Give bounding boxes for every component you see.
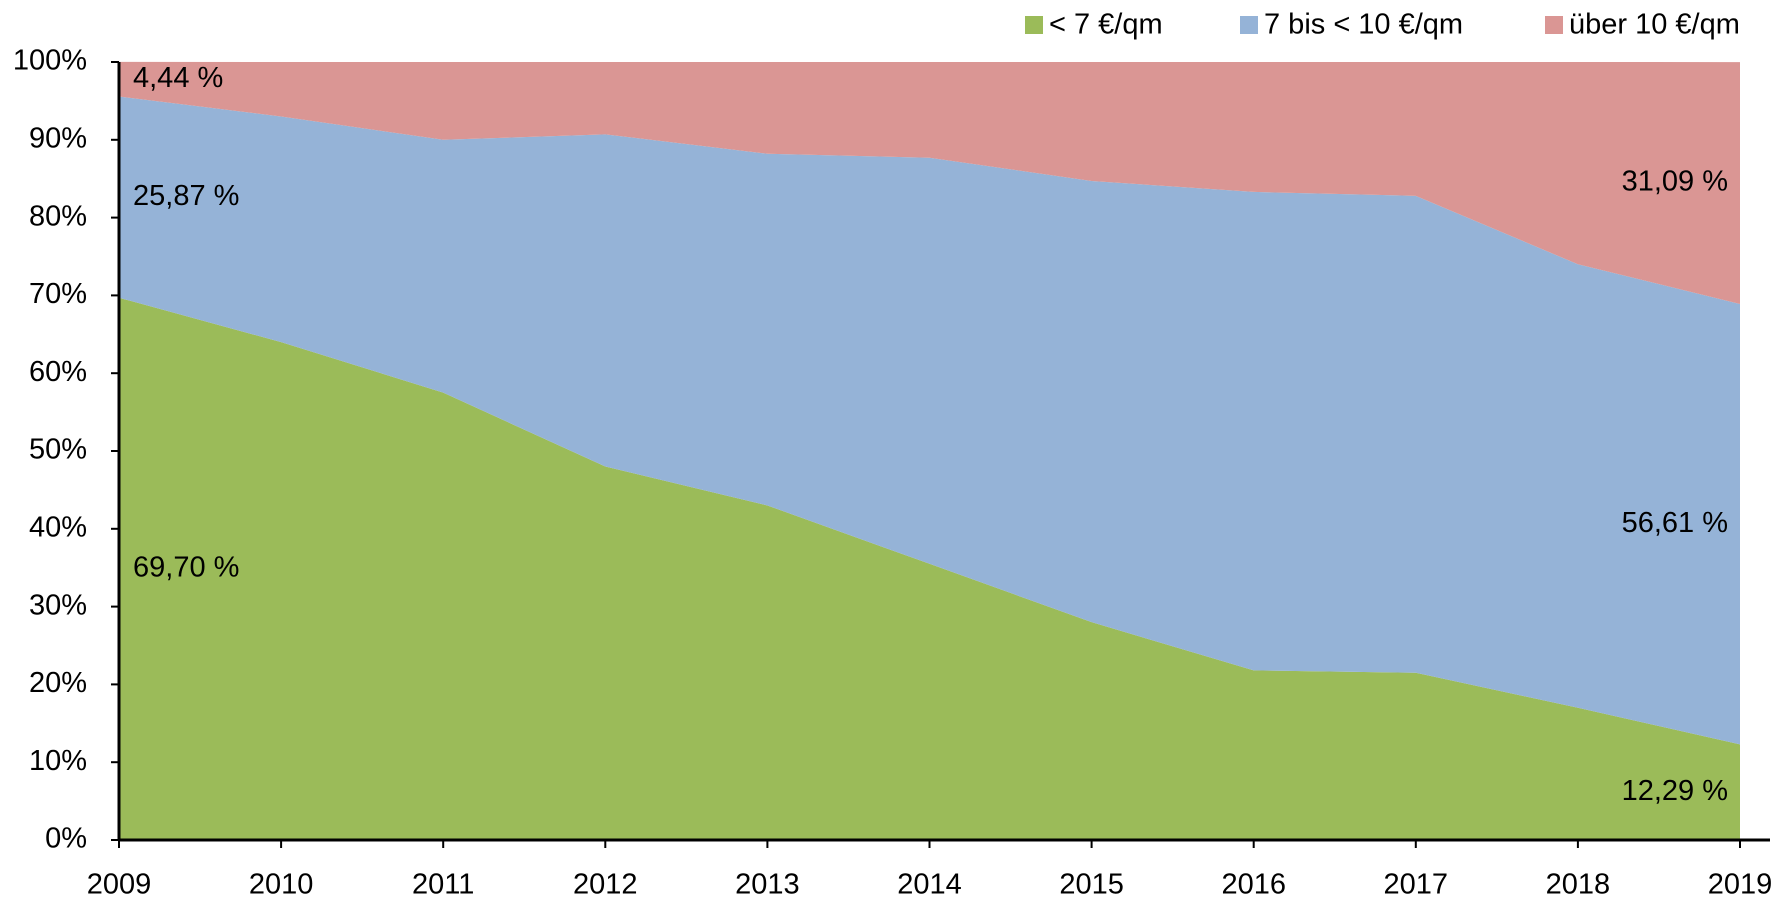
data-label: 56,61 % (1622, 507, 1728, 539)
legend-label: 7 bis < 10 €/qm (1264, 9, 1463, 41)
area (119, 96, 1740, 745)
y-tick-label: 90% (29, 122, 87, 154)
x-tick-label: 2019 (1708, 869, 1773, 901)
x-tick-label: 2009 (87, 869, 152, 901)
area (119, 297, 1740, 840)
x-tick-label: 2014 (897, 869, 962, 901)
x-tick-label: 2015 (1059, 869, 1124, 901)
x-tick-label: 2018 (1546, 869, 1611, 901)
legend-swatch (1240, 16, 1258, 34)
x-tick-label: 2011 (412, 869, 474, 901)
data-label: 12,29 % (1622, 775, 1728, 807)
y-tick-label: 60% (29, 356, 87, 388)
y-tick-label: 50% (29, 434, 87, 466)
y-tick-label: 80% (29, 200, 87, 232)
x-tick-label: 2013 (735, 869, 800, 901)
x-tick-label: 2017 (1384, 869, 1449, 901)
legend-swatch (1545, 16, 1563, 34)
y-tick-label: 30% (29, 589, 87, 621)
y-tick-label: 70% (29, 278, 87, 310)
data-label: 69,70 % (133, 552, 239, 584)
y-tick-label: 20% (29, 667, 87, 699)
y-tick-label: 0% (45, 823, 87, 855)
legend-swatch (1025, 16, 1043, 34)
data-label: 25,87 % (133, 180, 239, 212)
data-label: 4,44 % (133, 62, 223, 94)
area (119, 61, 1740, 304)
y-tick-label: 100% (13, 45, 87, 77)
legend-label: über 10 €/qm (1569, 9, 1740, 41)
legend-label: < 7 €/qm (1049, 9, 1163, 41)
x-tick-label: 2012 (573, 869, 638, 901)
data-label: 31,09 % (1622, 166, 1728, 198)
x-tick-label: 2010 (249, 869, 314, 901)
x-tick-label: 2016 (1221, 869, 1286, 901)
y-tick-label: 40% (29, 511, 87, 543)
y-tick-label: 10% (29, 745, 87, 777)
